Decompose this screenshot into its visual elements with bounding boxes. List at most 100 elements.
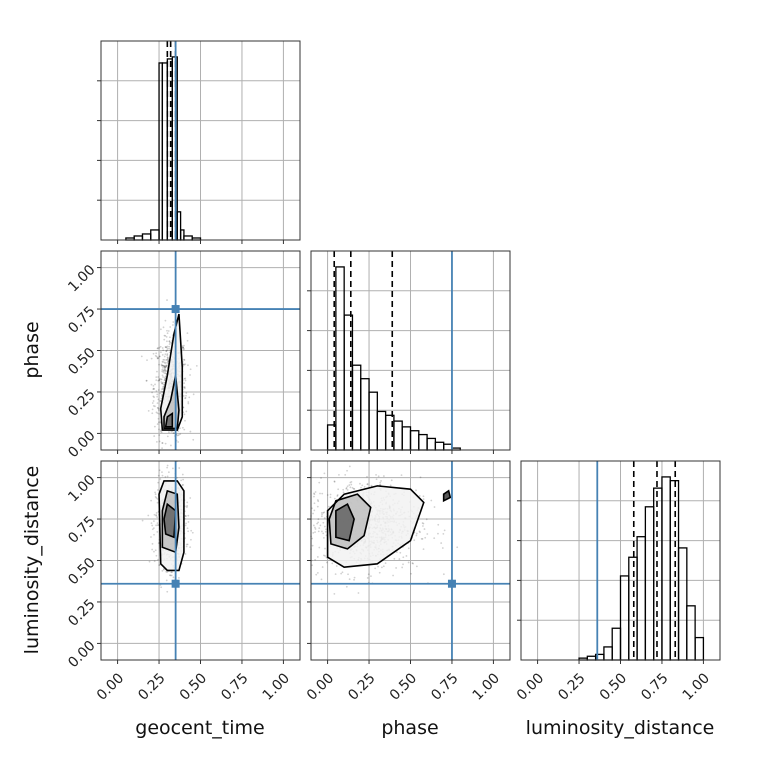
sample-point-608 bbox=[318, 527, 321, 530]
sample-point-673 bbox=[168, 340, 171, 343]
sample-point-667 bbox=[377, 565, 379, 568]
y-tick-label-phase-2: 0.50 bbox=[65, 345, 98, 378]
sample-point-157 bbox=[419, 476, 422, 479]
sample-point-471 bbox=[425, 518, 428, 521]
sample-point-223 bbox=[192, 393, 195, 396]
sample-point-399 bbox=[319, 492, 321, 495]
x-tick-label-phase-4: 1.00 bbox=[470, 670, 503, 703]
sample-point-396 bbox=[153, 560, 156, 563]
sample-point-655 bbox=[159, 421, 162, 423]
sample-point-573 bbox=[151, 524, 154, 527]
sample-point-290 bbox=[314, 526, 316, 529]
sample-point-245 bbox=[316, 505, 319, 508]
sample-point-55 bbox=[182, 346, 185, 349]
sample-point-123 bbox=[321, 566, 324, 568]
sample-point-207 bbox=[157, 407, 159, 409]
sample-point-373 bbox=[166, 364, 168, 367]
sample-point-670 bbox=[166, 354, 169, 357]
sample-point-633 bbox=[172, 467, 174, 470]
sample-point-126 bbox=[182, 346, 185, 349]
sample-point-677 bbox=[154, 383, 156, 386]
sample-point-181 bbox=[158, 413, 161, 415]
sample-point-414 bbox=[181, 426, 184, 429]
sample-point-243 bbox=[164, 442, 167, 445]
sample-point-539 bbox=[163, 379, 166, 381]
sample-point-452 bbox=[161, 391, 164, 393]
sample-point-251 bbox=[157, 398, 160, 401]
sample-point-359 bbox=[315, 573, 318, 576]
sample-point-243 bbox=[155, 497, 158, 499]
x-tick-label-phase-0: 0.00 bbox=[304, 670, 337, 703]
sample-point-898 bbox=[407, 561, 410, 564]
sample-point-472 bbox=[348, 465, 351, 468]
sample-point-117 bbox=[382, 475, 385, 477]
sample-point-291 bbox=[157, 389, 160, 391]
hist-bar-geocent_time-11 bbox=[183, 235, 193, 241]
sample-point-631 bbox=[398, 558, 401, 560]
sample-point-39 bbox=[415, 489, 417, 492]
sample-point-445 bbox=[334, 573, 337, 576]
panel-frame bbox=[100, 460, 301, 661]
sample-point-747 bbox=[442, 532, 445, 535]
sample-point-6 bbox=[187, 521, 190, 523]
sample-point-404 bbox=[158, 346, 161, 349]
sample-point-219 bbox=[153, 550, 155, 553]
sample-point-7 bbox=[159, 378, 162, 381]
sample-point-12 bbox=[185, 506, 188, 508]
sample-point-432 bbox=[321, 513, 323, 516]
sample-point-506 bbox=[190, 538, 192, 541]
sample-point-571 bbox=[186, 332, 189, 335]
sample-point-80 bbox=[410, 572, 413, 575]
sample-point-715 bbox=[359, 482, 361, 485]
sample-point-399 bbox=[165, 335, 168, 338]
sample-point-222 bbox=[183, 359, 186, 361]
y-tick-label-luminosity_distance-2: 0.50 bbox=[65, 555, 98, 588]
sample-point-37 bbox=[415, 565, 418, 568]
sample-point-107 bbox=[164, 370, 167, 373]
sample-point-681 bbox=[170, 571, 173, 574]
sample-point-400 bbox=[162, 568, 165, 571]
sample-point-122 bbox=[155, 514, 158, 517]
sample-point-40 bbox=[181, 347, 184, 350]
sample-point-279 bbox=[155, 352, 158, 355]
sample-point-522 bbox=[187, 530, 190, 533]
sample-point-545 bbox=[320, 578, 323, 581]
sample-point-688 bbox=[346, 485, 349, 488]
sample-point-407 bbox=[325, 561, 328, 564]
y-tick-label-luminosity_distance-4: 1.00 bbox=[65, 472, 98, 505]
sample-point-258 bbox=[163, 355, 166, 358]
sample-point-24 bbox=[156, 370, 158, 373]
sample-point-535 bbox=[161, 354, 164, 356]
sample-point-549 bbox=[172, 576, 175, 579]
sample-point-527 bbox=[169, 574, 172, 577]
sample-point-430 bbox=[163, 365, 166, 368]
panel-frame bbox=[100, 250, 301, 451]
sample-point-292 bbox=[317, 530, 320, 533]
sample-point-495 bbox=[161, 474, 164, 477]
sample-point-497 bbox=[155, 440, 158, 443]
hist-bar-luminosity_distance-12 bbox=[669, 480, 680, 661]
sample-point-676 bbox=[433, 537, 436, 540]
sample-point-32 bbox=[313, 495, 315, 498]
sample-point-18 bbox=[150, 499, 153, 502]
sample-point-457 bbox=[324, 547, 326, 550]
sample-point-607 bbox=[182, 483, 184, 486]
sample-point-461 bbox=[430, 499, 433, 502]
sample-point-302 bbox=[156, 393, 159, 396]
sample-point-644 bbox=[164, 377, 166, 380]
truth-marker bbox=[171, 579, 180, 588]
sample-point-235 bbox=[324, 530, 327, 533]
sample-point-667 bbox=[160, 381, 163, 383]
sample-point-523 bbox=[178, 467, 181, 469]
sample-point-204 bbox=[154, 354, 157, 357]
sample-point-188 bbox=[164, 376, 166, 379]
y-tick-label-phase-1: 0.25 bbox=[65, 386, 98, 419]
sample-point-68 bbox=[184, 377, 187, 380]
hist-bar-phase-13 bbox=[434, 441, 445, 451]
sample-point-88 bbox=[156, 516, 158, 519]
sample-point-317 bbox=[160, 351, 162, 354]
sample-point-577 bbox=[161, 360, 164, 363]
sample-point-259 bbox=[162, 385, 165, 388]
sample-point-74 bbox=[366, 577, 369, 579]
sample-point-593 bbox=[166, 361, 168, 364]
